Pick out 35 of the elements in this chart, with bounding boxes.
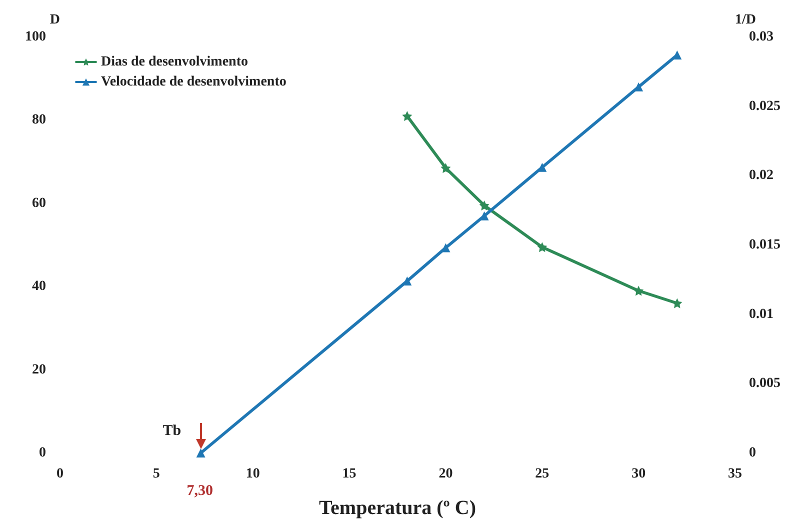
legend-label: Velocidade de desenvolvimento bbox=[101, 74, 286, 90]
annotation: 7,30 bbox=[186, 483, 214, 500]
y-tick-label: 20 bbox=[32, 362, 46, 378]
x-tick-label: 0 bbox=[56, 466, 64, 482]
y2-tick-label: 0.01 bbox=[749, 306, 774, 322]
x-tick-label: 10 bbox=[246, 466, 260, 482]
y-tick-label: 60 bbox=[32, 196, 46, 211]
y-axis-title: D bbox=[50, 12, 60, 28]
x-tick-label: 35 bbox=[728, 466, 742, 482]
x-axis-title: Temperatura (º C) bbox=[319, 497, 476, 519]
y-tick-label: 100 bbox=[25, 30, 46, 44]
y2-tick-label: 0.015 bbox=[749, 238, 780, 252]
x-tick-label: 20 bbox=[438, 466, 453, 482]
point bbox=[479, 200, 490, 210]
point bbox=[440, 163, 451, 174]
point bbox=[402, 111, 412, 122]
y2-tick-label: 0.005 bbox=[749, 376, 780, 392]
x-tick-label: 15 bbox=[342, 466, 356, 482]
y-tick-label: 0 bbox=[39, 446, 46, 460]
point bbox=[196, 448, 206, 458]
y2-tick-label: 0.02 bbox=[749, 168, 774, 184]
y2-tick-label: 0 bbox=[749, 446, 756, 460]
point bbox=[537, 242, 548, 252]
y2-tick-label: 0.03 bbox=[749, 30, 774, 44]
x-tick-label: 5 bbox=[152, 466, 160, 482]
x-tick-label: 25 bbox=[535, 466, 550, 482]
y2-axis-title: 1/D bbox=[735, 12, 756, 28]
y-tick-label: 40 bbox=[32, 279, 46, 294]
point bbox=[634, 286, 644, 296]
y-tick-label: 80 bbox=[32, 112, 46, 128]
y2-tick-label: 0.025 bbox=[749, 98, 780, 114]
legend-label: Dias de desenvolvimento bbox=[101, 54, 248, 70]
annotation: Tb bbox=[162, 423, 182, 440]
point bbox=[672, 298, 682, 308]
x-tick-label: 30 bbox=[632, 466, 646, 482]
